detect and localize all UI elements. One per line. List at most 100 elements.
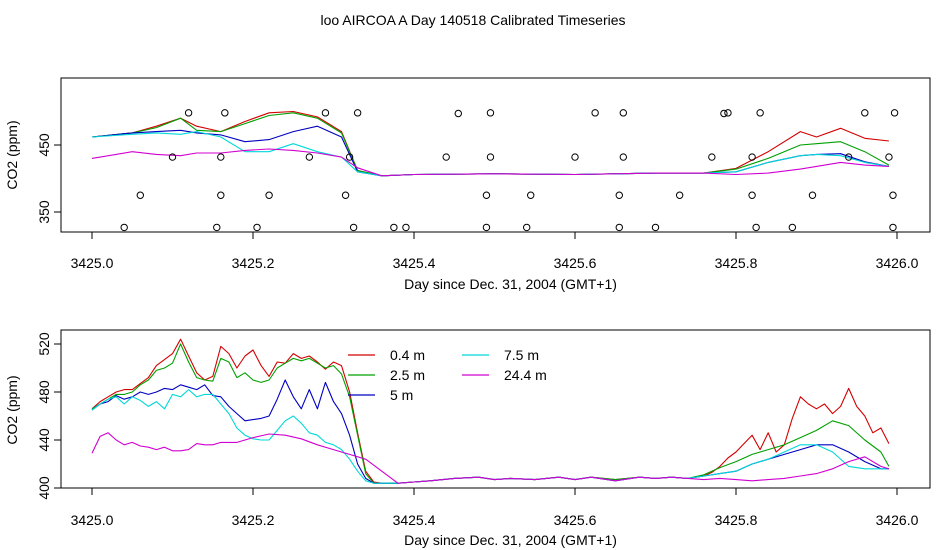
y-axis-title: CO2 (ppm) (4, 120, 20, 189)
flag-marker (651, 223, 660, 232)
y-tick-label: 520 (36, 332, 52, 356)
legend-item: 0.4 m (348, 347, 425, 363)
flag-marker (619, 153, 627, 161)
flag-marker (708, 153, 716, 161)
flag-marker (168, 153, 177, 161)
flag-marker (523, 223, 531, 232)
series-line-2-5-m (91, 112, 890, 177)
series-line-2-5-m (91, 343, 890, 484)
legend-label: 24.4 m (504, 367, 547, 383)
flag-marker (808, 191, 817, 199)
x-tick-label: 3425.0 (71, 512, 114, 528)
flag-marker (321, 109, 330, 117)
flag-marker (890, 109, 899, 117)
flag-marker (390, 223, 398, 232)
x-tick-label: 3425.8 (715, 255, 758, 271)
flag-marker (748, 191, 756, 199)
flag-marker (221, 109, 229, 117)
legend-label: 0.4 m (390, 347, 425, 363)
x-tick-label: 3425.4 (393, 512, 436, 528)
main-title: loo AIRCOA A Day 140518 Calibrated Times… (320, 12, 625, 28)
flag-marker (345, 153, 354, 161)
flag-marker (615, 223, 623, 232)
legend-item: 24.4 m (462, 367, 547, 383)
flag-marker (349, 223, 358, 232)
y-tick-label: 400 (36, 476, 52, 500)
series-line-7-5-m (91, 389, 889, 484)
legend-item: 2.5 m (348, 367, 425, 383)
series-line-0-4-m (91, 110, 889, 177)
y-tick-label: 350 (36, 200, 52, 224)
flag-marker (889, 223, 897, 232)
flag-marker (353, 109, 362, 117)
series-line-24-4-m (91, 148, 889, 177)
x-axis-title: Day since Dec. 31, 2004 (GMT+1) (404, 276, 617, 292)
flag-markers (120, 109, 899, 232)
flag-marker (120, 223, 128, 232)
x-tick-label: 3426.0 (876, 512, 919, 528)
x-tick-label: 3425.6 (554, 255, 597, 271)
series-group (91, 338, 890, 484)
flag-marker (213, 223, 221, 232)
flag-marker (341, 191, 350, 199)
flag-marker (486, 153, 495, 161)
flag-marker (305, 153, 314, 161)
x-axis: 3425.0 3425.2 3425.4 3425.6 3425.8 3426.0 (71, 488, 919, 528)
legend-item: 5 m (348, 387, 413, 403)
plot-frame (60, 329, 931, 489)
flag-marker (748, 153, 756, 161)
y-axis: 400 440 480 520 (36, 332, 61, 500)
legend-label: 2.5 m (390, 367, 425, 383)
x-axis: 3425.0 3425.2 3425.4 3425.6 3425.8 3426.0 (71, 232, 919, 271)
flag-marker (615, 191, 623, 199)
flag-marker (482, 191, 491, 199)
flag-marker (402, 223, 410, 232)
y-axis-title: CO2 (ppm) (4, 375, 20, 444)
bottom-timeseries-panel: 3425.0 3425.2 3425.4 3425.6 3425.8 3426.0 Day … (4, 329, 931, 548)
plot-frame (60, 77, 931, 233)
flag-marker (486, 109, 495, 117)
flag-marker (184, 109, 193, 117)
flag-marker (454, 109, 462, 118)
series-line-0-4-m (91, 338, 890, 484)
y-tick-label: 480 (36, 380, 52, 404)
series-line-5-m (91, 379, 889, 484)
top-timeseries-panel: 3425.0 3425.2 3425.4 3425.6 3425.8 3426.0 Day … (4, 77, 931, 292)
y-axis: 350 450 (36, 133, 61, 224)
flag-marker (217, 191, 225, 199)
flag-marker (788, 223, 797, 232)
flag-marker (675, 191, 684, 199)
flag-marker (217, 153, 225, 161)
x-tick-label: 3425.6 (554, 512, 597, 528)
flag-marker (619, 109, 627, 117)
x-tick-label: 3426.0 (876, 255, 919, 271)
legend: 0.4 m 2.5 m 5 m 7.5 m 24.4 m (348, 347, 547, 403)
flag-marker (591, 109, 599, 117)
flag-marker (861, 109, 869, 117)
y-tick-label: 450 (36, 133, 52, 157)
x-tick-label: 3425.8 (715, 512, 758, 528)
series-line-24-4-m (91, 432, 890, 484)
flag-marker (482, 223, 491, 232)
flag-marker (442, 153, 450, 161)
series-group (91, 110, 890, 177)
flag-marker (265, 191, 273, 199)
x-tick-label: 3425.0 (71, 255, 114, 271)
x-tick-label: 3425.2 (232, 512, 275, 528)
legend-item: 7.5 m (462, 347, 539, 363)
x-tick-label: 3425.2 (232, 255, 275, 271)
flag-marker (720, 109, 728, 118)
legend-label: 5 m (390, 387, 413, 403)
flag-marker (136, 191, 145, 199)
flag-marker (527, 191, 535, 199)
y-tick-label: 440 (36, 428, 52, 452)
flag-marker (889, 191, 897, 199)
flag-marker (571, 153, 579, 161)
flag-marker (756, 109, 764, 117)
flag-marker (845, 153, 853, 161)
flag-marker (253, 223, 261, 232)
flag-marker (752, 223, 760, 232)
legend-label: 7.5 m (504, 347, 539, 363)
flag-marker (885, 153, 893, 161)
